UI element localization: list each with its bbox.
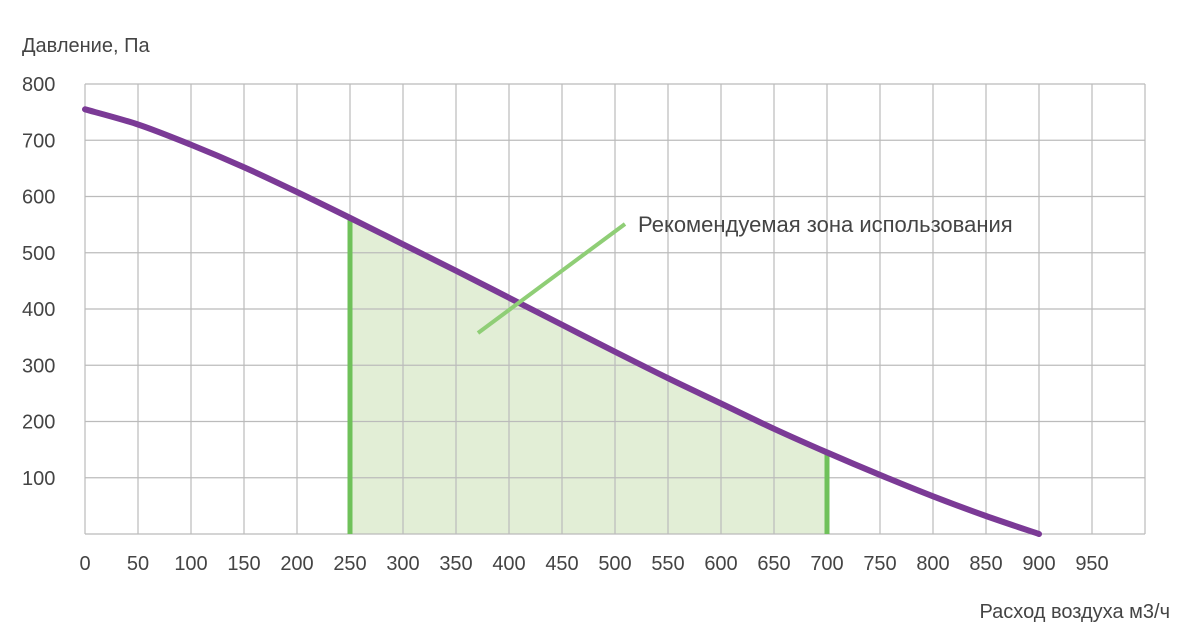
zone-fill — [350, 217, 827, 534]
y-tick-label: 100 — [22, 468, 55, 490]
x-tick-label: 350 — [439, 553, 472, 575]
x-tick-label: 700 — [810, 553, 843, 575]
curve-layer — [82, 106, 1042, 537]
x-tick-label: 300 — [386, 553, 419, 575]
zone-annotation: Рекомендуемая зона использования — [476, 212, 1013, 335]
x-tick-label: 0 — [79, 553, 90, 575]
x-tick-label: 750 — [863, 553, 896, 575]
y-tick-label: 400 — [22, 299, 55, 321]
zone-label: Рекомендуемая зона использования — [638, 212, 1013, 237]
y-tick-label: 600 — [22, 187, 55, 209]
x-tick-label: 900 — [1022, 553, 1055, 575]
x-tick-label: 650 — [757, 553, 790, 575]
x-tick-label: 950 — [1075, 553, 1108, 575]
x-tick-label: 450 — [545, 553, 578, 575]
x-tick-label: 150 — [227, 553, 260, 575]
y-tick-label: 500 — [22, 243, 55, 265]
y-tick-label: 800 — [22, 74, 55, 96]
y-tick-label: 700 — [22, 130, 55, 152]
x-tick-label: 250 — [333, 553, 366, 575]
x-tick-label: 50 — [127, 553, 149, 575]
x-tick-label: 200 — [280, 553, 313, 575]
y-axis-title: Давление, Па — [22, 35, 150, 57]
annotation-pointer-line — [476, 222, 627, 335]
chart-grid — [84, 83, 1146, 535]
x-tick-label: 550 — [651, 553, 684, 575]
x-axis-title: Расход воздуха м3/ч — [980, 601, 1171, 623]
y-tick-label: 200 — [22, 412, 55, 434]
x-tick-label: 600 — [704, 553, 737, 575]
y-tick-label: 300 — [22, 355, 55, 377]
x-tick-label: 400 — [492, 553, 525, 575]
x-tick-label: 100 — [174, 553, 207, 575]
pressure-curve — [82, 106, 1042, 537]
tick-labels: 0 50 100 150 200 250 300 350 400 450 500 550 600 650 7… — [22, 74, 1109, 575]
x-tick-label: 800 — [916, 553, 949, 575]
recommended-zone — [350, 217, 827, 534]
x-tick-label: 850 — [969, 553, 1002, 575]
x-tick-label: 500 — [598, 553, 631, 575]
